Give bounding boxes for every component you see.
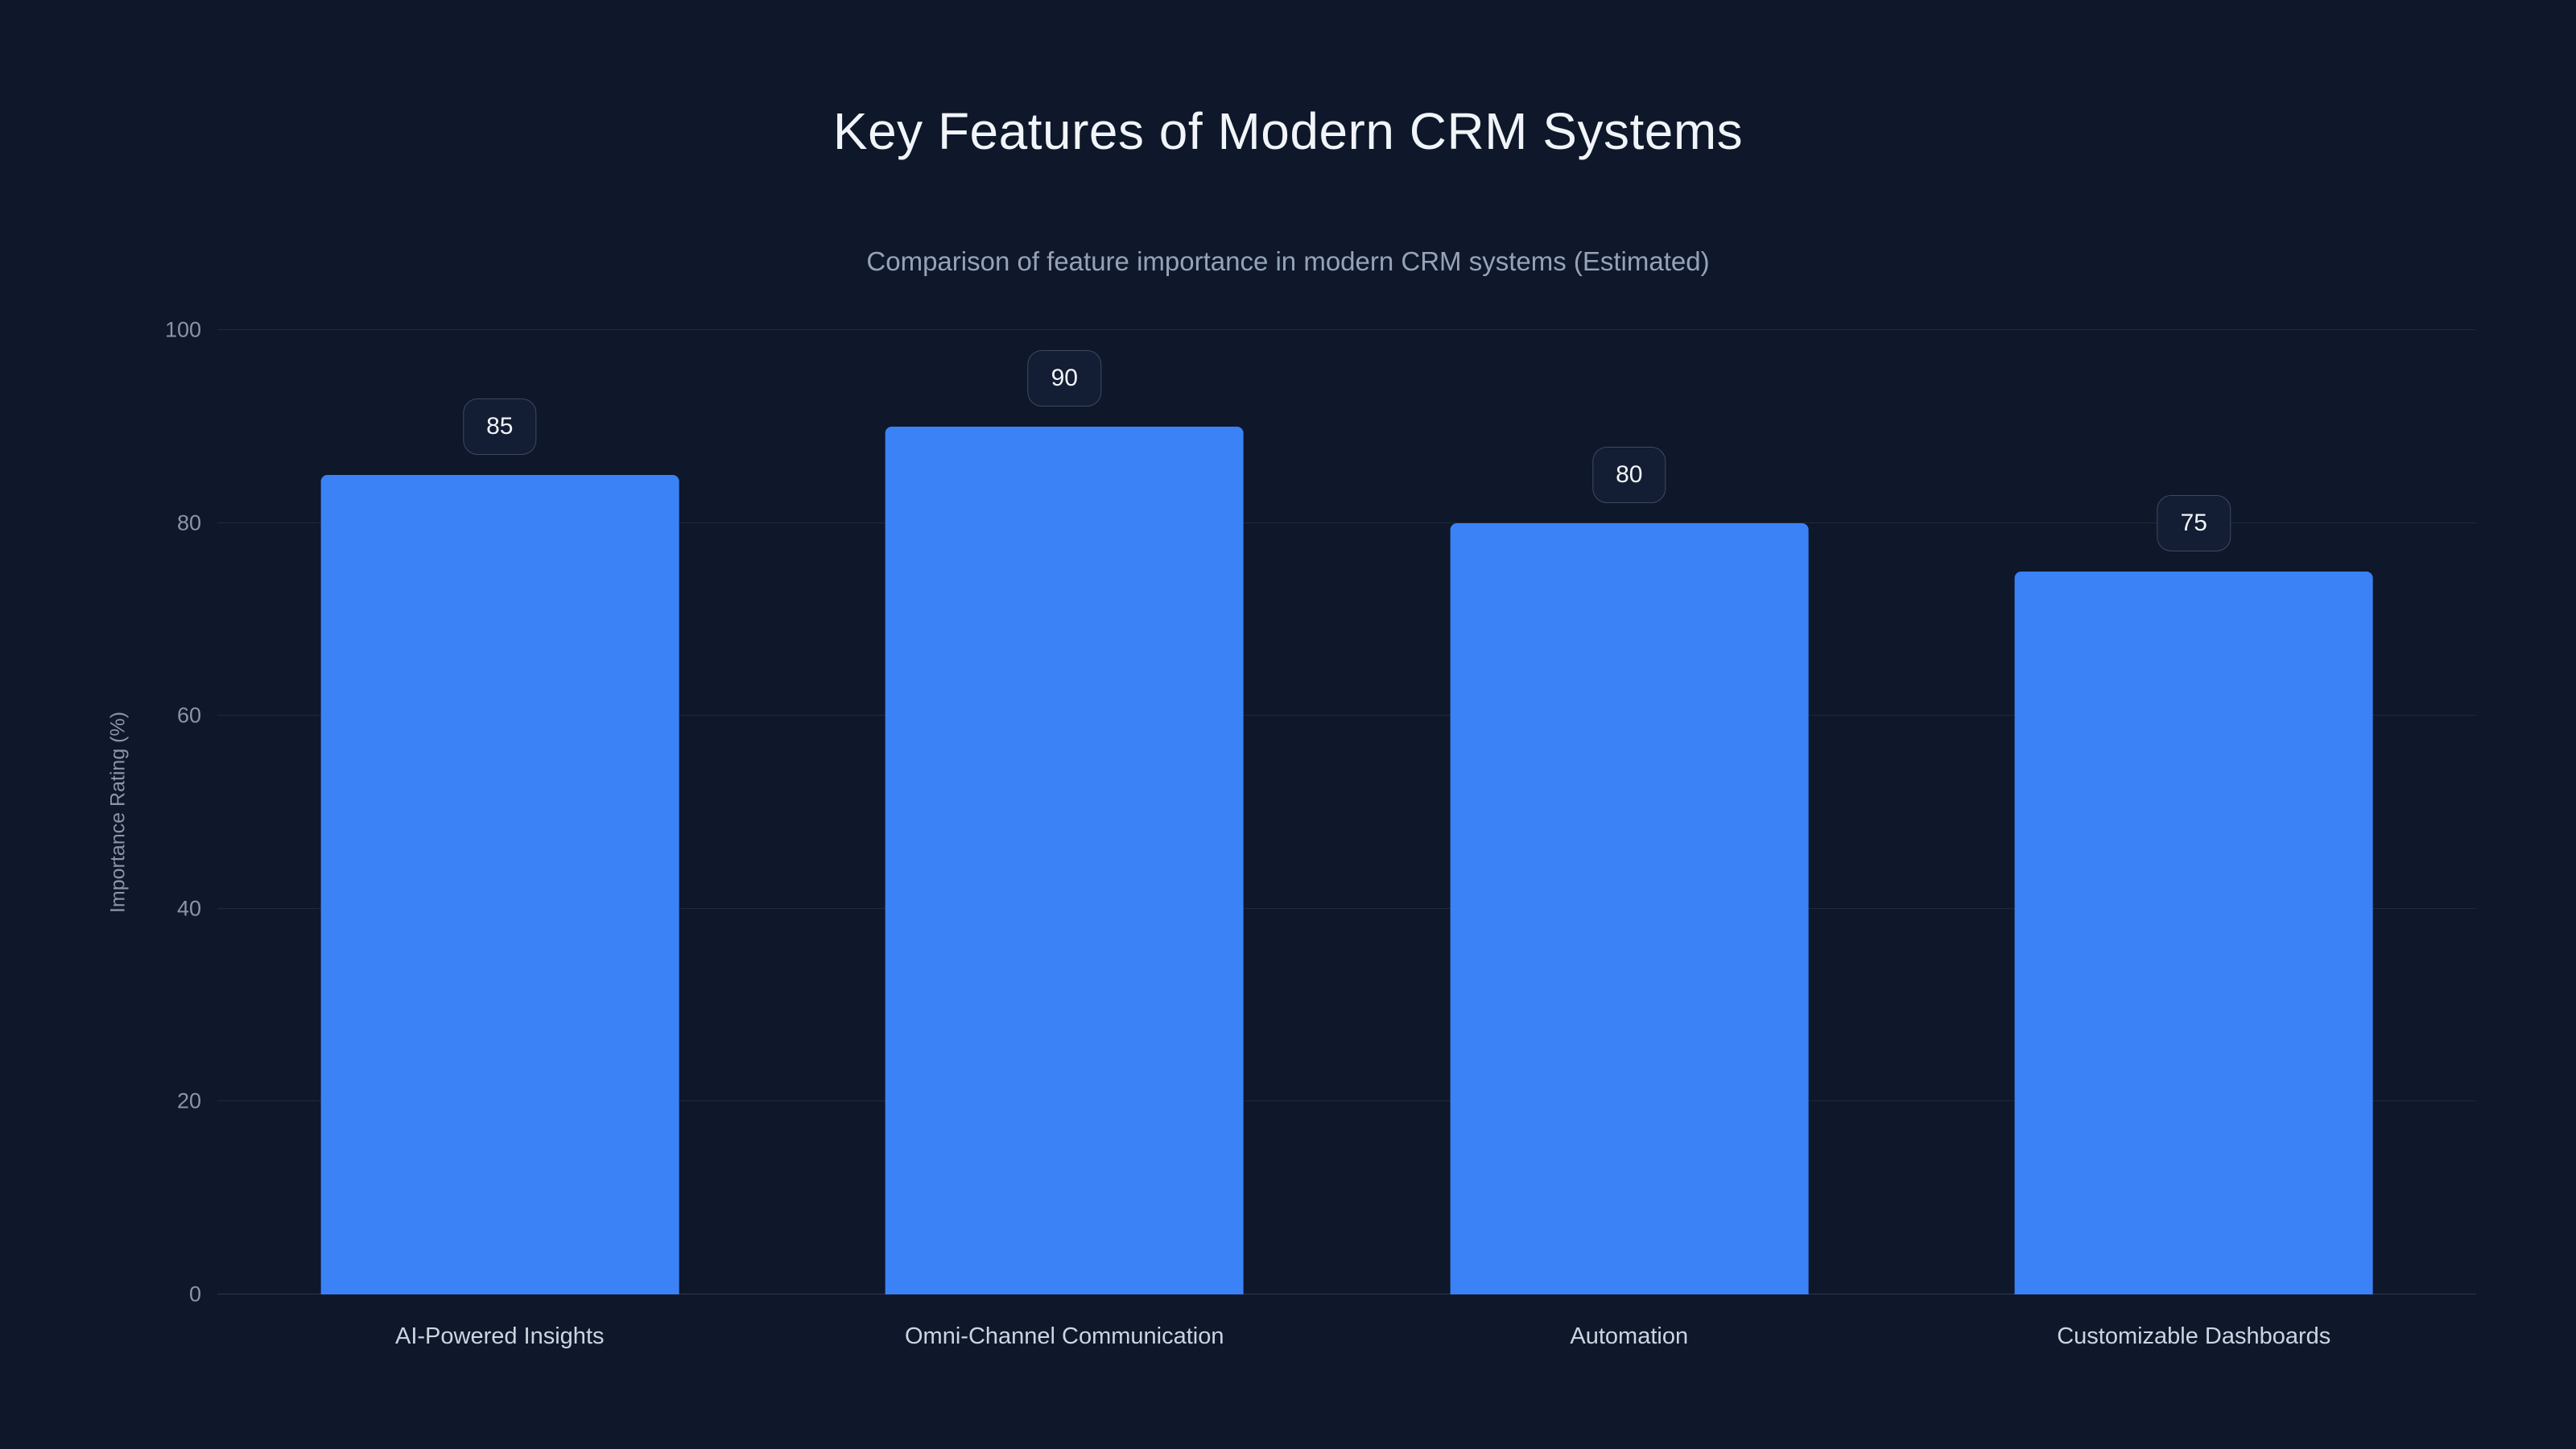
value-badge-ai-powered-insights: 85 (463, 398, 537, 455)
value-badge-customizable-dashboards: 75 (2157, 494, 2231, 551)
y-axis-title: Importance Rating (%) (106, 711, 130, 914)
y-tick-label: 40 (176, 896, 201, 921)
category-label-ai-powered-insights: AI-Powered Insights (394, 1323, 605, 1349)
gridline (217, 907, 2476, 909)
y-tick-label: 100 (164, 317, 201, 342)
value-badge-omni-channel-communication: 90 (1027, 349, 1101, 407)
bar-slot-omni-channel-communication: 90 Omni-Channel Communication (782, 330, 1348, 1349)
bar-slot-ai-powered-insights: 85 AI-Powered Insights (217, 330, 782, 1349)
bar-slot-customizable-dashboards: 75 Customizable Dashboards (1912, 330, 2477, 1349)
bar-customizable-dashboards (2014, 571, 2373, 1294)
category-label-customizable-dashboards: Customizable Dashboards (2057, 1323, 2331, 1349)
chart-title: Key Features of Modern CRM Systems (832, 102, 1744, 160)
category-label-automation: Automation (1570, 1323, 1689, 1349)
bar-slot-automation: 80 Automation (1347, 330, 1912, 1349)
y-tick-label: 20 (176, 1088, 201, 1113)
bars-row: 85 AI-Powered Insights 90 Omni-Channel Comm… (217, 330, 2477, 1349)
chart-subtitle: Comparison of feature importance in mode… (866, 246, 1710, 276)
bar-ai-powered-insights (320, 474, 679, 1294)
gridline (217, 522, 2476, 523)
gridline (217, 715, 2476, 716)
category-label-omni-channel-communication: Omni-Channel Communication (905, 1323, 1224, 1349)
y-tick-label: 80 (176, 510, 201, 535)
gridline (217, 1100, 2476, 1102)
bar-automation (1450, 522, 1809, 1294)
y-tick-label: 60 (176, 703, 201, 728)
value-badge-automation: 80 (1592, 446, 1666, 503)
gridline (217, 329, 2476, 330)
plot-area: 0 20 40 60 80 100 85 AI-Powered Insights 90 Omni-… (165, 319, 2477, 1349)
y-tick-label: 0 (188, 1282, 201, 1307)
bar-omni-channel-communication (885, 426, 1244, 1294)
